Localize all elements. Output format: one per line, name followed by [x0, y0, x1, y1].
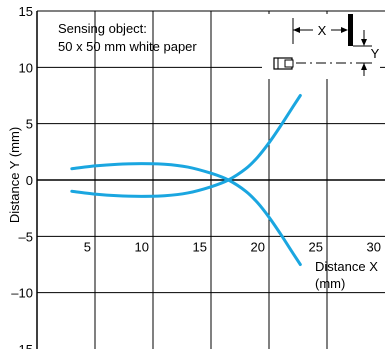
x-tick-label-15: 15 [193, 239, 207, 254]
series-line-0 [70, 162, 302, 266]
y-axis-label: Distance Y (mm) [7, 127, 22, 223]
x-tick-labels: 5 10 15 20 25 30 [84, 239, 381, 254]
inset-x-label: X [318, 23, 327, 38]
annotation-line1: Sensing object: [58, 21, 147, 36]
y-tick-labels: 15 10 5 0 –5 –10 –15 [11, 4, 33, 349]
x-tick-label-20: 20 [251, 239, 265, 254]
y-tick-label-0: 15 [19, 4, 33, 19]
grid [36, 10, 385, 349]
inset-y-label: Y [371, 46, 380, 61]
y-tick-label-5: –10 [11, 286, 33, 301]
annotation-line2: 50 x 50 mm white paper [58, 39, 197, 54]
x-tick-label-30: 30 [367, 239, 381, 254]
series-lines [70, 94, 302, 266]
y-tick-label-2: 5 [26, 117, 33, 132]
sensor-diagram: X Y [262, 14, 380, 79]
y-tick-label-6: –15 [11, 342, 33, 349]
x-tick-label-10: 10 [135, 239, 149, 254]
x-tick-label-5: 5 [84, 239, 91, 254]
x-axis-label-line2: (mm) [315, 276, 345, 291]
inset-x-arrowhead-left [293, 27, 300, 33]
y-tick-label-1: 10 [19, 60, 33, 75]
sensor-icon [273, 57, 294, 70]
series-line-1 [70, 94, 302, 198]
paper-icon [348, 14, 353, 46]
x-tick-label-25: 25 [309, 239, 323, 254]
y-tick-label-3: 0 [26, 173, 33, 188]
inset-y-arrowhead-top [361, 39, 367, 46]
inset-x-arrowhead-right [341, 27, 348, 33]
sensor-lens [284, 59, 294, 68]
y-tick-label-4: –5 [19, 229, 33, 244]
x-axis-label-line1: Distance X [315, 259, 378, 274]
inset-y-arrowhead-bottom [361, 63, 367, 70]
